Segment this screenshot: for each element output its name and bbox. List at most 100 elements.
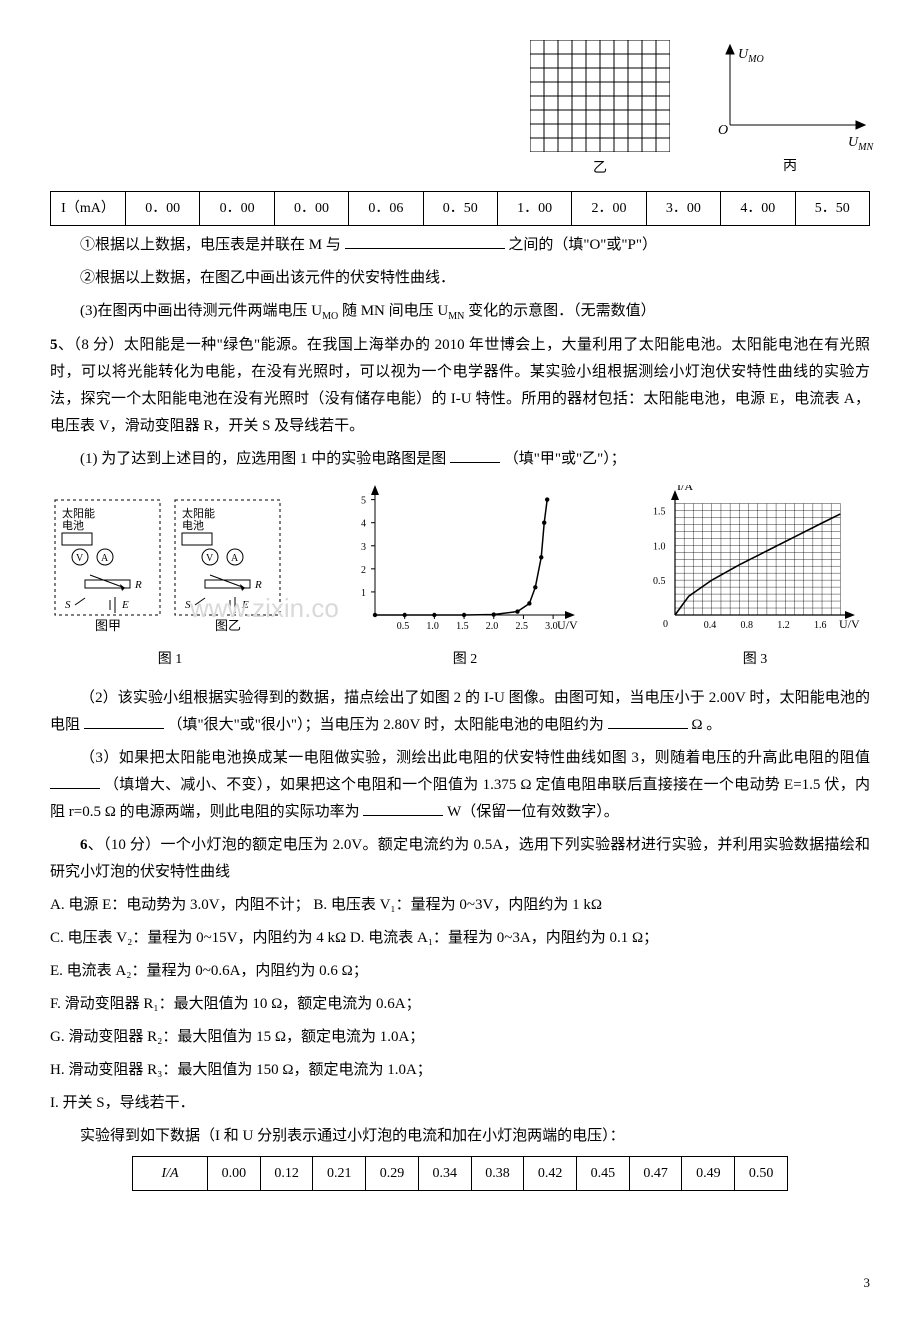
q6-item: F. 滑动变阻器 R₁：最大阻值为 10 Ω，额定电流为 0.6A； xyxy=(50,991,870,1018)
line3-a: (3)在图丙中画出待测元件两端电压 U xyxy=(80,303,322,319)
grid-yi: 乙 xyxy=(530,40,670,181)
fig2-svg: 0.51.01.52.02.53.012345I/mAU/V xyxy=(345,485,585,635)
svg-text:0.5: 0.5 xyxy=(653,577,666,588)
line3-c: 变化的示意图．（无需数值） xyxy=(464,303,655,319)
line3-s1: MO xyxy=(322,311,338,322)
svg-text:E: E xyxy=(241,599,249,611)
top-figure-row: 乙 UMO O UMN 丙 xyxy=(50,40,870,181)
table2-header: I/A xyxy=(133,1156,208,1190)
svg-text:E: E xyxy=(121,599,129,611)
svg-text:1: 1 xyxy=(361,588,366,599)
table-i-ma: I（mA） 0．000．000．000．060．501．002．003．004．… xyxy=(50,191,870,226)
q5-p2b: （填"很大"或"很小"）；当电压为 2.80V 时，太阳能电池的电阻约为 xyxy=(168,717,604,733)
svg-text:2.5: 2.5 xyxy=(515,621,528,632)
table1-cell: 0．06 xyxy=(349,192,423,226)
svg-text:5: 5 xyxy=(361,496,366,507)
table1-cell: 3．00 xyxy=(646,192,720,226)
svg-text:I/A: I/A xyxy=(677,485,693,493)
q5-p3a: （3）如果把太阳能电池换成某一电阻做实验，测绘出此电阻的伏安特性曲线如图 3，则… xyxy=(80,750,870,766)
table2-cell: 0.38 xyxy=(471,1156,524,1190)
q5-p3: （3）如果把太阳能电池换成某一电阻做实验，测绘出此电阻的伏安特性曲线如图 3，则… xyxy=(50,745,870,826)
svg-text:A: A xyxy=(231,553,239,564)
axes-bing-svg xyxy=(710,40,870,140)
blank-jia-yi[interactable] xyxy=(450,447,500,463)
line3-s2: MN xyxy=(448,311,464,322)
q5-head-text: 、（8 分）太阳能是一种"绿色"能源。在我国上海举办的 2010 年世博会上，大… xyxy=(50,337,870,434)
table1-cell: 0．00 xyxy=(126,192,200,226)
line-q1: ①根据以上数据，电压表是并联在 M 与 之间的（填"O"或"P"） xyxy=(50,232,870,259)
svg-text:1.6: 1.6 xyxy=(814,620,827,631)
svg-text:太阳能: 太阳能 xyxy=(62,506,95,520)
q6-items: A. 电源 E：电动势为 3.0V，内阻不计； B. 电压表 V₁：量程为 0~… xyxy=(50,892,870,1117)
svg-text:S: S xyxy=(185,599,191,611)
q6-item: C. 电压表 V₂：量程为 0~15V，内阻约为 4 kΩ D. 电流表 A₁：… xyxy=(50,925,870,952)
svg-text:2: 2 xyxy=(361,565,366,576)
svg-text:1.5: 1.5 xyxy=(456,621,469,632)
table1-cell: 0．50 xyxy=(423,192,497,226)
figure-row: www.zixin.co 太阳能 电池 V A R S E 图甲 太阳能 电池 … xyxy=(50,485,870,672)
q6-item: E. 电流表 A₂：量程为 0~0.6A，内阻约为 0.6 Ω； xyxy=(50,958,870,985)
line3-b: 随 MN 间电压 U xyxy=(338,303,448,319)
svg-text:R: R xyxy=(254,579,262,591)
fig3-svg: 0.40.81.21.60.51.01.5I/AU/V0 xyxy=(640,485,870,635)
fig2-caption: 图 2 xyxy=(345,647,585,672)
q6-head-text: 、（10 分）一个小灯泡的额定电压为 2.0V。额定电流约为 0.5A，选用下列… xyxy=(50,837,870,880)
axes-bing: UMO O UMN 丙 xyxy=(710,40,870,152)
blank-ohm[interactable] xyxy=(608,713,688,729)
axes-y-label: UMO xyxy=(738,42,764,69)
svg-text:4: 4 xyxy=(361,519,366,530)
svg-text:U/V: U/V xyxy=(557,618,578,632)
fig3-caption: 图 3 xyxy=(640,647,870,672)
table1-cell: 4．00 xyxy=(721,192,795,226)
table2-cell: 0.21 xyxy=(313,1156,366,1190)
svg-text:3: 3 xyxy=(361,542,366,553)
table2-cell: 0.50 xyxy=(735,1156,788,1190)
q5-p1-text: (1) 为了达到上述目的，应选用图 1 中的实验电路图是图 xyxy=(80,451,446,467)
q5-p3c: W（保留一位有效数字）。 xyxy=(447,804,619,820)
svg-text:2.0: 2.0 xyxy=(486,621,499,632)
svg-text:A: A xyxy=(101,553,109,564)
page-number: 3 xyxy=(50,1271,870,1294)
table2-cell: 0.12 xyxy=(260,1156,313,1190)
fig1-caption: 图 1 xyxy=(50,647,290,672)
table-ia: I/A 0.000.120.210.290.340.380.420.450.47… xyxy=(132,1156,788,1191)
svg-text:V: V xyxy=(76,553,84,564)
svg-text:1.2: 1.2 xyxy=(777,620,790,631)
axes-bing-caption: 丙 xyxy=(710,154,870,179)
svg-text:0.8: 0.8 xyxy=(741,620,754,631)
svg-text:1.5: 1.5 xyxy=(653,507,666,518)
table2-cell: 0.47 xyxy=(629,1156,682,1190)
blank-power[interactable] xyxy=(363,800,443,816)
blank-trend[interactable] xyxy=(50,773,100,789)
svg-text:太阳能: 太阳能 xyxy=(182,506,215,520)
table2-cell: 0.34 xyxy=(418,1156,471,1190)
svg-text:R: R xyxy=(134,579,142,591)
svg-text:1.0: 1.0 xyxy=(426,621,439,632)
svg-text:图乙: 图乙 xyxy=(215,618,241,633)
q5-p1: (1) 为了达到上述目的，应选用图 1 中的实验电路图是图 （填"甲"或"乙"）… xyxy=(50,446,870,473)
svg-text:0.4: 0.4 xyxy=(704,620,717,631)
q5-head: 5、（8 分）太阳能是一种"绿色"能源。在我国上海举办的 2010 年世博会上，… xyxy=(50,332,870,440)
svg-text:I/mA: I/mA xyxy=(371,485,397,486)
svg-text:0: 0 xyxy=(663,619,668,630)
table2-cell: 0.29 xyxy=(366,1156,419,1190)
fig2: 0.51.01.52.02.53.012345I/mAU/V 图 2 xyxy=(345,485,585,672)
q6-num: 6 xyxy=(80,837,88,853)
grid-yi-svg xyxy=(530,40,670,152)
svg-text:U/V: U/V xyxy=(839,617,860,631)
svg-text:S: S xyxy=(65,599,71,611)
line-q3: (3)在图丙中画出待测元件两端电压 UMO 随 MN 间电压 UMN 变化的示意… xyxy=(50,298,870,326)
svg-text:电池: 电池 xyxy=(62,519,84,532)
table1-cell: 1．00 xyxy=(497,192,571,226)
blank-mo-p[interactable] xyxy=(345,233,505,249)
svg-text:0.5: 0.5 xyxy=(397,621,410,632)
line1-tail: 之间的（填"O"或"P"） xyxy=(508,237,657,253)
blank-bigsmall[interactable] xyxy=(84,713,164,729)
svg-text:V: V xyxy=(206,553,214,564)
svg-text:电池: 电池 xyxy=(182,519,204,532)
q6-item: H. 滑动变阻器 R₃：最大阻值为 150 Ω，额定电流为 1.0A； xyxy=(50,1057,870,1084)
grid-yi-caption: 乙 xyxy=(530,156,670,181)
svg-text:图甲: 图甲 xyxy=(95,618,121,633)
fig1: 太阳能 电池 V A R S E 图甲 太阳能 电池 V A R S xyxy=(50,495,290,672)
fig1-svg: 太阳能 电池 V A R S E 图甲 太阳能 电池 V A R S xyxy=(50,495,290,635)
